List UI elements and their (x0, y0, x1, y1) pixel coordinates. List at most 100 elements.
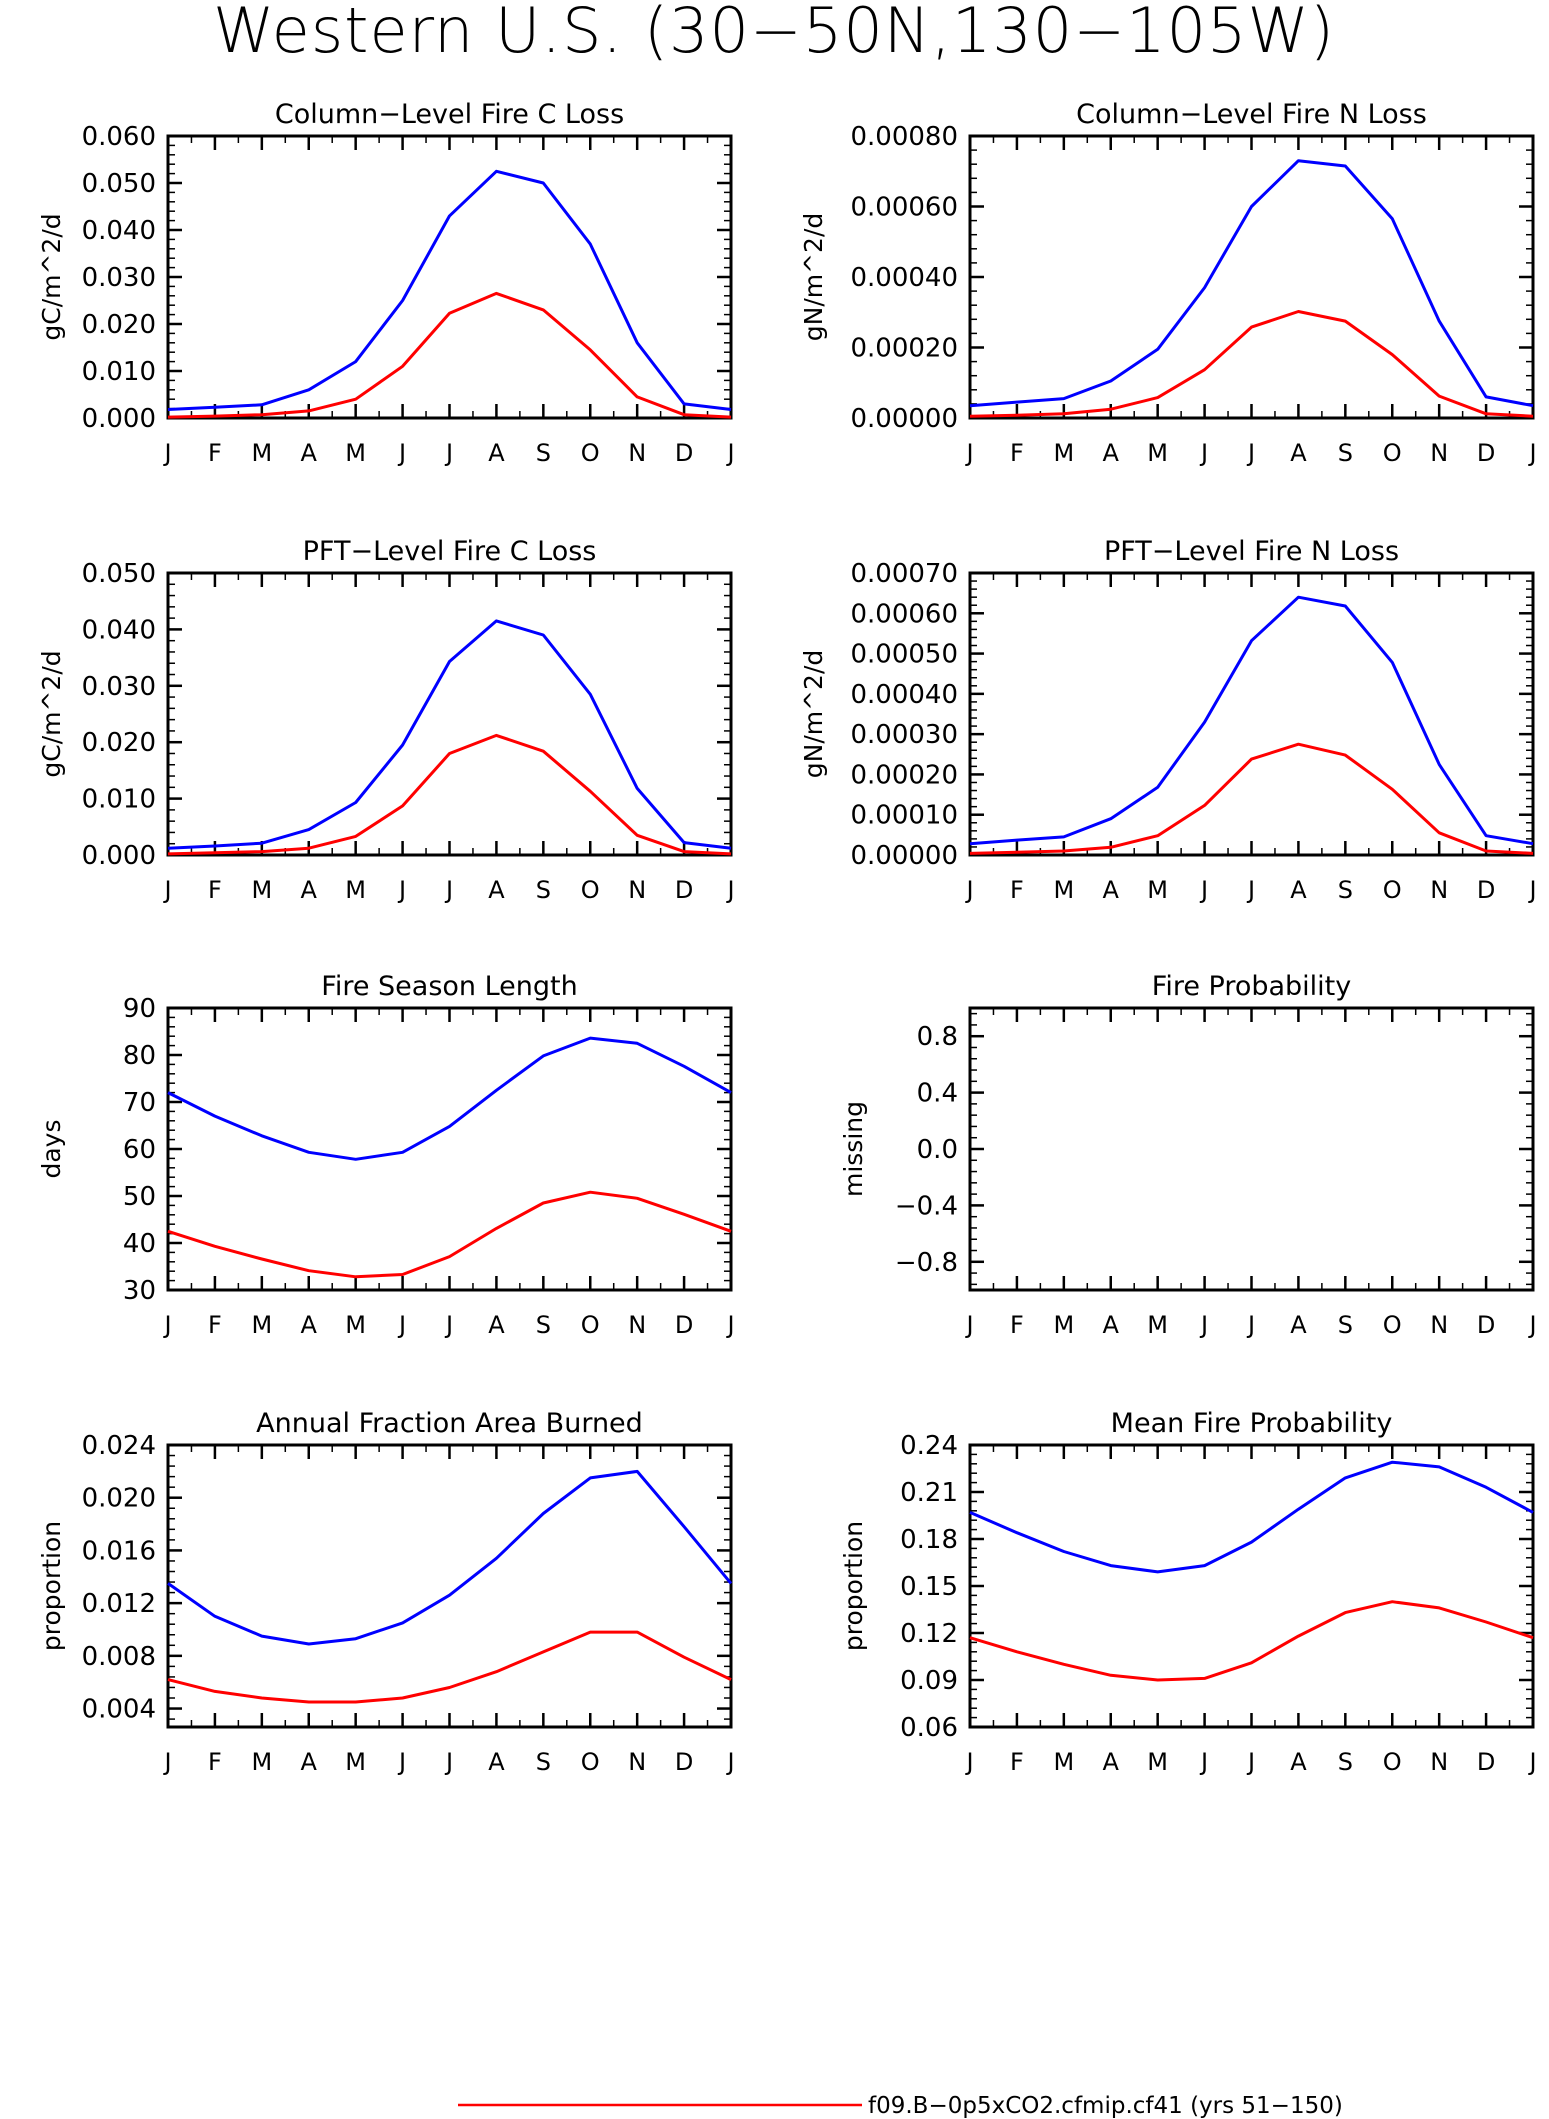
y-tick-label: 0.15 (900, 1572, 958, 1602)
x-tick-label: J (725, 439, 734, 467)
y-tick-label: 0.010 (82, 785, 156, 815)
plot-frame (968, 1006, 1535, 1292)
x-tick-label: A (488, 1311, 505, 1339)
x-tick-label: J (397, 1311, 406, 1339)
y-tick-label: 0.020 (82, 728, 156, 758)
x-tick-label: S (536, 439, 551, 467)
series-line-red (969, 1600, 1534, 1682)
y-tick-label: 0.00040 (850, 263, 958, 293)
series-line-blue (969, 595, 1534, 846)
x-tick-label: J (964, 439, 973, 467)
y-axis-label: missing (839, 1101, 868, 1197)
plot-frame (166, 134, 733, 420)
x-tick-label: N (1430, 1748, 1448, 1776)
x-tick-label: S (536, 876, 551, 904)
y-tick-label: 0.00060 (850, 193, 958, 223)
y-tick-label: 0.00010 (850, 801, 958, 831)
plot-frame (968, 134, 1535, 420)
y-tick-label: 0.21 (900, 1478, 958, 1508)
x-tick-label: A (1103, 1311, 1120, 1339)
x-tick-label: M (345, 439, 366, 467)
panel-title: Annual Fraction Area Burned (256, 1408, 643, 1439)
panel-title: PFT−Level Fire C Loss (303, 536, 597, 567)
panel-title: Fire Probability (1152, 971, 1352, 1002)
x-tick-label: D (1477, 1311, 1495, 1339)
panel-pft-level-fire-c-loss: J F M A M J J A S O N D J0.0000.0100.0200.0300.0400.… (37, 536, 735, 904)
y-tick-label: 0.020 (82, 1484, 156, 1514)
figure-title: Western U.S. (30−50N,130−105W) (213, 0, 1335, 67)
x-tick-label: F (208, 439, 222, 467)
x-tick-label: D (1477, 1748, 1495, 1776)
panel-column-level-fire-n-loss: J F M A M J J A S O N D J0.000000.000200.000400.0006… (799, 99, 1537, 467)
x-tick-label: M (345, 1748, 366, 1776)
x-tick-label: M (345, 1311, 366, 1339)
x-tick-label: N (628, 1748, 646, 1776)
x-tick-label: J (725, 1311, 734, 1339)
series-line-blue (167, 169, 732, 411)
y-tick-label: 0.00020 (850, 334, 958, 364)
x-tick-label: A (301, 1311, 318, 1339)
x-tick-label: N (1430, 439, 1448, 467)
y-tick-label: 40 (123, 1229, 156, 1259)
panel-title: Fire Season Length (321, 971, 577, 1002)
x-tick-label: J (1199, 439, 1208, 467)
x-tick-label: M (1147, 876, 1168, 904)
x-tick-label: N (1430, 876, 1448, 904)
x-tick-label: A (301, 439, 318, 467)
y-tick-label: 0.00000 (850, 841, 958, 871)
x-tick-label: J (444, 439, 453, 467)
panel-title: Column−Level Fire C Loss (275, 99, 624, 130)
x-tick-label: D (675, 439, 693, 467)
x-tick-label: A (1290, 439, 1307, 467)
y-axis-label: gN/m^2/d (799, 650, 828, 779)
x-tick-label: D (1477, 876, 1495, 904)
y-tick-label: 0.050 (82, 169, 156, 199)
plot-frame (166, 1443, 733, 1729)
x-tick-label: O (581, 439, 600, 467)
y-tick-label: 0.024 (82, 1431, 156, 1461)
x-tick-label: M (251, 1311, 272, 1339)
y-axis-label: gC/m^2/d (37, 650, 66, 777)
series-line-blue (969, 159, 1534, 408)
y-tick-label: 0.040 (82, 216, 156, 246)
y-tick-label: 0.000 (82, 404, 156, 434)
x-tick-label: A (1103, 439, 1120, 467)
x-tick-label: A (301, 876, 318, 904)
series-line-red (167, 1630, 732, 1704)
panel-title: Column−Level Fire N Loss (1076, 99, 1427, 130)
x-tick-label: A (1290, 1748, 1307, 1776)
x-tick-label: J (1199, 876, 1208, 904)
x-tick-label: N (628, 1311, 646, 1339)
x-tick-label: J (1246, 1748, 1255, 1776)
x-tick-label: J (725, 876, 734, 904)
x-tick-label: A (488, 876, 505, 904)
legend: f09.B−0p5xCO2.cfmip.cf41 (yrs 51−150) (458, 2093, 1343, 2119)
x-tick-label: J (725, 1748, 734, 1776)
x-tick-label: S (1338, 439, 1353, 467)
x-tick-label: F (1010, 1748, 1024, 1776)
y-tick-label: 0.016 (82, 1536, 156, 1566)
y-tick-label: 0.4 (917, 1079, 958, 1109)
x-tick-label: M (1053, 439, 1074, 467)
y-tick-label: 60 (123, 1135, 156, 1165)
x-tick-label: D (675, 1311, 693, 1339)
x-tick-label: O (581, 1311, 600, 1339)
series-line-blue (167, 1469, 733, 1646)
y-tick-label: 0.060 (82, 122, 156, 152)
panel-column-level-fire-c-loss: J F M A M J J A S O N D J0.0000.0100.0200.0300.0400.… (37, 99, 735, 467)
y-axis-label: proportion (37, 1521, 66, 1651)
plot-frame (166, 571, 733, 857)
x-tick-label: O (581, 1748, 600, 1776)
x-tick-label: M (1147, 439, 1168, 467)
series-line-red (167, 1190, 732, 1279)
x-tick-label: M (251, 876, 272, 904)
y-tick-label: 80 (123, 1041, 156, 1071)
y-tick-label: 0.00020 (850, 760, 958, 790)
x-tick-label: M (1147, 1748, 1168, 1776)
x-tick-label: J (162, 439, 171, 467)
series-line-red (969, 310, 1534, 418)
x-tick-label: N (628, 439, 646, 467)
plot-frame (968, 571, 1535, 857)
